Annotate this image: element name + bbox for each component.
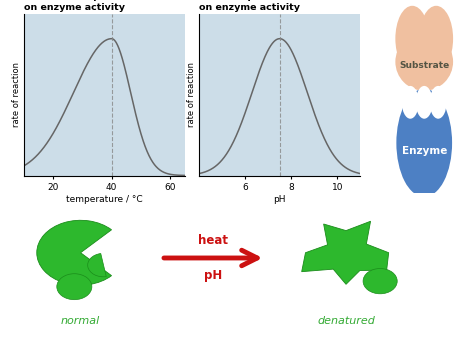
Ellipse shape xyxy=(395,33,453,91)
Circle shape xyxy=(57,274,92,300)
Circle shape xyxy=(402,86,419,119)
Circle shape xyxy=(419,6,453,71)
Y-axis label: rate of reaction: rate of reaction xyxy=(187,62,196,127)
Text: denatured: denatured xyxy=(317,316,375,326)
Wedge shape xyxy=(88,253,106,277)
Circle shape xyxy=(396,89,452,197)
X-axis label: temperature / °C: temperature / °C xyxy=(66,195,143,204)
Text: Effect of pH
on enzyme activity: Effect of pH on enzyme activity xyxy=(199,0,300,12)
Polygon shape xyxy=(301,221,389,284)
Circle shape xyxy=(430,86,447,119)
Wedge shape xyxy=(37,220,111,285)
Circle shape xyxy=(363,269,397,294)
Text: pH: pH xyxy=(204,269,222,282)
Circle shape xyxy=(416,86,433,119)
X-axis label: pH: pH xyxy=(273,195,286,204)
Y-axis label: rate of reaction: rate of reaction xyxy=(12,62,21,127)
Text: Effect of temperature
on enzyme activity: Effect of temperature on enzyme activity xyxy=(24,0,140,12)
Text: heat: heat xyxy=(198,234,228,247)
Text: Enzyme: Enzyme xyxy=(401,146,447,155)
Text: normal: normal xyxy=(61,316,100,326)
Circle shape xyxy=(395,6,429,71)
Polygon shape xyxy=(398,54,450,97)
Text: Substrate: Substrate xyxy=(399,61,449,70)
